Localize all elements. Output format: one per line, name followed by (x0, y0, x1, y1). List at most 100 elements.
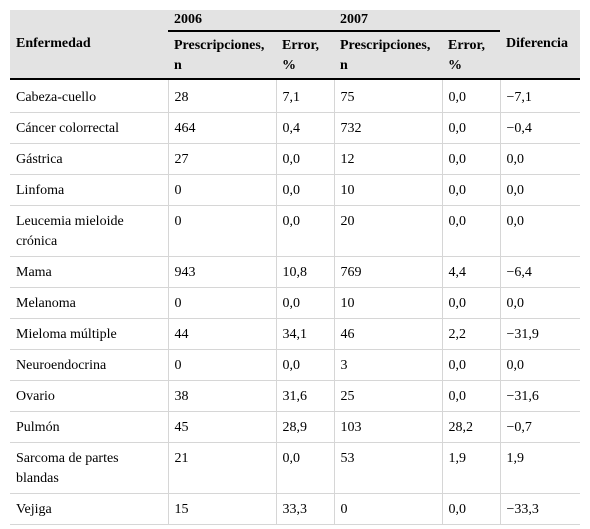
cell-difference: −33,3 (500, 493, 580, 525)
cell-disease: Sarcoma de partes blandas (10, 442, 169, 494)
cell-error-2007: 0,0 (442, 79, 501, 113)
cell-error-2007: 0,0 (442, 174, 501, 206)
cell-error-2007: 0,0 (442, 493, 501, 525)
cell-error-2007: 28,2 (442, 411, 501, 443)
cell-prescriptions-2007: 3 (334, 349, 443, 381)
cell-prescriptions-2007: 732 (334, 112, 443, 144)
cell-disease: Melanoma (10, 287, 169, 319)
cell-error-2006: 0,0 (276, 442, 335, 494)
cell-prescriptions-2006: 45 (168, 411, 277, 443)
cell-prescriptions-2007: 769 (334, 256, 443, 288)
table-row: Leucemia mieloide crónica 0 0,0 20 0,0 0… (10, 205, 580, 257)
cell-error-2007: 0,0 (442, 112, 501, 144)
cell-error-2007: 0,0 (442, 349, 501, 381)
cell-disease: Cabeza-cuello (10, 79, 169, 113)
cell-disease: Mama (10, 256, 169, 288)
cell-disease: Mieloma múltiple (10, 318, 169, 350)
table-row: Sarcoma de partes blandas 21 0,0 53 1,9 … (10, 442, 580, 494)
header-prescriptions-2007: Prescripciones, n (334, 31, 442, 80)
cell-prescriptions-2007: 25 (334, 380, 443, 412)
header-difference: Diferencia (500, 10, 580, 80)
table-row: Linfoma 0 0,0 10 0,0 0,0 (10, 174, 580, 206)
cell-error-2006: 0,0 (276, 143, 335, 175)
cell-error-2006: 0,4 (276, 112, 335, 144)
cell-disease: Ovario (10, 380, 169, 412)
cell-error-2007: 4,4 (442, 256, 501, 288)
table-row: Mieloma múltiple 44 34,1 46 2,2 −31,9 (10, 318, 580, 350)
cell-difference: 1,9 (500, 442, 580, 494)
cell-disease: Linfoma (10, 174, 169, 206)
table-row: Cáncer colorrectal 464 0,4 732 0,0 −0,4 (10, 112, 580, 144)
cell-difference: −0,4 (500, 112, 580, 144)
header-error-2007: Error, % (442, 31, 500, 80)
disease-error-table: Enfermedad 2006 2007 Diferencia Prescrip… (10, 10, 580, 525)
cell-difference: −31,9 (500, 318, 580, 350)
cell-difference: −31,6 (500, 380, 580, 412)
cell-error-2006: 0,0 (276, 349, 335, 381)
cell-prescriptions-2006: 38 (168, 380, 277, 412)
table-body: Cabeza-cuello 28 7,1 75 0,0 −7,1 Cáncer … (10, 79, 580, 525)
cell-difference: −7,1 (500, 79, 580, 113)
cell-prescriptions-2006: 28 (168, 79, 277, 113)
cell-prescriptions-2007: 10 (334, 287, 443, 319)
cell-disease: Gástrica (10, 143, 169, 175)
cell-prescriptions-2007: 12 (334, 143, 443, 175)
cell-prescriptions-2006: 0 (168, 174, 277, 206)
cell-error-2006: 28,9 (276, 411, 335, 443)
cell-difference: 0,0 (500, 174, 580, 206)
cell-difference: 0,0 (500, 349, 580, 381)
cell-error-2006: 0,0 (276, 205, 335, 257)
cell-error-2007: 0,0 (442, 380, 501, 412)
cell-error-2006: 10,8 (276, 256, 335, 288)
cell-error-2006: 31,6 (276, 380, 335, 412)
cell-error-2006: 7,1 (276, 79, 335, 113)
cell-prescriptions-2007: 0 (334, 493, 443, 525)
header-prescriptions-2006: Prescripciones, n (168, 31, 276, 80)
cell-difference: 0,0 (500, 287, 580, 319)
cell-prescriptions-2006: 21 (168, 442, 277, 494)
cell-prescriptions-2007: 103 (334, 411, 443, 443)
cell-prescriptions-2006: 464 (168, 112, 277, 144)
cell-prescriptions-2007: 20 (334, 205, 443, 257)
cell-difference: −6,4 (500, 256, 580, 288)
header-error-2006: Error, % (276, 31, 334, 80)
table-row: Mama 943 10,8 769 4,4 −6,4 (10, 256, 580, 288)
table-row: Melanoma 0 0,0 10 0,0 0,0 (10, 287, 580, 319)
header-year-2007: 2007 (334, 10, 500, 32)
cell-difference: 0,0 (500, 143, 580, 175)
cell-prescriptions-2006: 27 (168, 143, 277, 175)
table-row: Ovario 38 31,6 25 0,0 −31,6 (10, 380, 580, 412)
table-row: Gástrica 27 0,0 12 0,0 0,0 (10, 143, 580, 175)
cell-error-2007: 0,0 (442, 205, 501, 257)
cell-error-2007: 1,9 (442, 442, 501, 494)
header-year-2006: 2006 (168, 10, 334, 32)
cell-prescriptions-2006: 0 (168, 205, 277, 257)
table-row: Cabeza-cuello 28 7,1 75 0,0 −7,1 (10, 79, 580, 113)
cell-prescriptions-2006: 15 (168, 493, 277, 525)
cell-prescriptions-2007: 46 (334, 318, 443, 350)
header-year-row: Enfermedad 2006 2007 Diferencia (10, 10, 580, 80)
cell-disease: Vejiga (10, 493, 169, 525)
cell-prescriptions-2006: 0 (168, 287, 277, 319)
cell-error-2006: 0,0 (276, 174, 335, 206)
cell-prescriptions-2006: 943 (168, 256, 277, 288)
header-sub-row: Prescripciones, n Error, % Prescripcione… (10, 31, 580, 80)
data-table-container: Enfermedad 2006 2007 Diferencia Prescrip… (10, 10, 580, 525)
cell-error-2007: 0,0 (442, 143, 501, 175)
table-header: Enfermedad 2006 2007 Diferencia Prescrip… (10, 10, 580, 80)
header-disease: Enfermedad (10, 10, 168, 80)
cell-disease: Pulmón (10, 411, 169, 443)
cell-prescriptions-2006: 0 (168, 349, 277, 381)
cell-difference: −0,7 (500, 411, 580, 443)
cell-prescriptions-2007: 75 (334, 79, 443, 113)
cell-prescriptions-2006: 44 (168, 318, 277, 350)
cell-error-2006: 0,0 (276, 287, 335, 319)
cell-prescriptions-2007: 10 (334, 174, 443, 206)
cell-error-2007: 0,0 (442, 287, 501, 319)
table-row: Pulmón 45 28,9 103 28,2 −0,7 (10, 411, 580, 443)
table-row: Vejiga 15 33,3 0 0,0 −33,3 (10, 493, 580, 525)
cell-disease: Cáncer colorrectal (10, 112, 169, 144)
cell-error-2006: 33,3 (276, 493, 335, 525)
cell-difference: 0,0 (500, 205, 580, 257)
cell-error-2007: 2,2 (442, 318, 501, 350)
